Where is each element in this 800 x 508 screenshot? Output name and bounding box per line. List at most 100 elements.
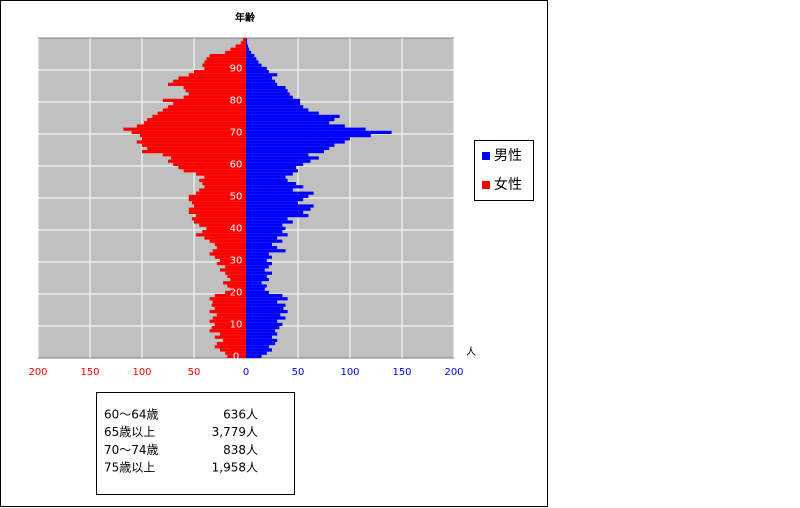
bar (246, 345, 269, 349)
y-tick-label: 40 (230, 223, 243, 234)
stat-label: 70～74歳 (104, 443, 159, 457)
bar (216, 342, 246, 346)
stat-value: 636人 (223, 408, 258, 422)
bar (246, 146, 330, 150)
bar (227, 274, 246, 278)
bar (185, 89, 246, 93)
x-tick-label: 150 (392, 367, 411, 378)
bar (225, 50, 246, 54)
bar (246, 159, 311, 163)
bar (204, 185, 246, 189)
bar (212, 316, 246, 320)
bar (188, 198, 246, 202)
y-tick-label: 70 (230, 127, 243, 138)
bar (230, 47, 246, 51)
bar (246, 210, 304, 214)
bar (173, 162, 246, 166)
bar (199, 223, 246, 227)
bar (246, 66, 267, 70)
bar (246, 220, 293, 224)
stat-label: 65歳以上 (104, 425, 155, 439)
bar (188, 92, 246, 96)
bar (246, 265, 269, 269)
stat-label: 75歳以上 (104, 461, 155, 475)
bar (168, 105, 246, 109)
bar (246, 335, 272, 339)
legend (474, 140, 534, 201)
bar (246, 239, 283, 243)
bar (246, 169, 298, 173)
y-tick-label: 30 (230, 255, 243, 266)
bar (246, 287, 265, 291)
bar (246, 303, 286, 307)
bar (246, 191, 314, 195)
bar (246, 271, 272, 275)
bar (220, 258, 246, 262)
bar (246, 150, 324, 154)
bar (139, 134, 246, 138)
bar (211, 303, 246, 307)
bar (246, 50, 252, 54)
bar (209, 252, 246, 256)
bar (246, 226, 286, 230)
bar (246, 38, 248, 42)
bar (246, 310, 288, 314)
bar (202, 182, 246, 186)
bar (246, 332, 278, 336)
bar (246, 118, 335, 122)
bar (216, 246, 246, 250)
x-tick-label: 0 (243, 367, 249, 378)
bar (246, 178, 288, 182)
bar (214, 335, 246, 339)
bar (204, 236, 246, 240)
bar (199, 188, 246, 192)
bar (246, 255, 272, 259)
bar (246, 124, 345, 128)
bar (246, 194, 309, 198)
bar (246, 44, 249, 48)
bar (194, 70, 246, 74)
bar (246, 233, 288, 237)
bar (246, 127, 366, 131)
bar (246, 121, 330, 125)
bar (246, 268, 265, 272)
bar (246, 175, 286, 179)
bar (227, 284, 246, 288)
x-tick-label: 100 (340, 367, 359, 378)
bar (246, 329, 276, 333)
bar (136, 124, 246, 128)
bar (142, 143, 246, 147)
bar (212, 249, 246, 253)
bar (246, 86, 286, 90)
bar (199, 178, 246, 182)
bar (183, 95, 246, 99)
bar (246, 60, 259, 64)
bar (162, 153, 246, 157)
x-tick-label: 100 (132, 367, 151, 378)
bar (214, 322, 246, 326)
bar (246, 252, 269, 256)
bar (246, 140, 345, 144)
bar (246, 185, 304, 189)
bar (191, 201, 246, 205)
stat-value: 3,779人 (212, 425, 258, 439)
bar (209, 310, 246, 314)
bar (209, 319, 246, 323)
bar (246, 322, 283, 326)
bar (123, 127, 246, 131)
bar (246, 207, 311, 211)
bar (246, 95, 293, 99)
bar (188, 194, 246, 198)
bar (216, 313, 246, 317)
bar (246, 246, 278, 250)
bar (246, 182, 296, 186)
bar (173, 102, 246, 106)
bar (246, 306, 284, 310)
bar (246, 198, 304, 202)
bar (212, 300, 246, 304)
bar (183, 86, 246, 90)
bar (246, 204, 314, 208)
stat-value: 838人 (223, 443, 258, 457)
bar (246, 258, 267, 262)
